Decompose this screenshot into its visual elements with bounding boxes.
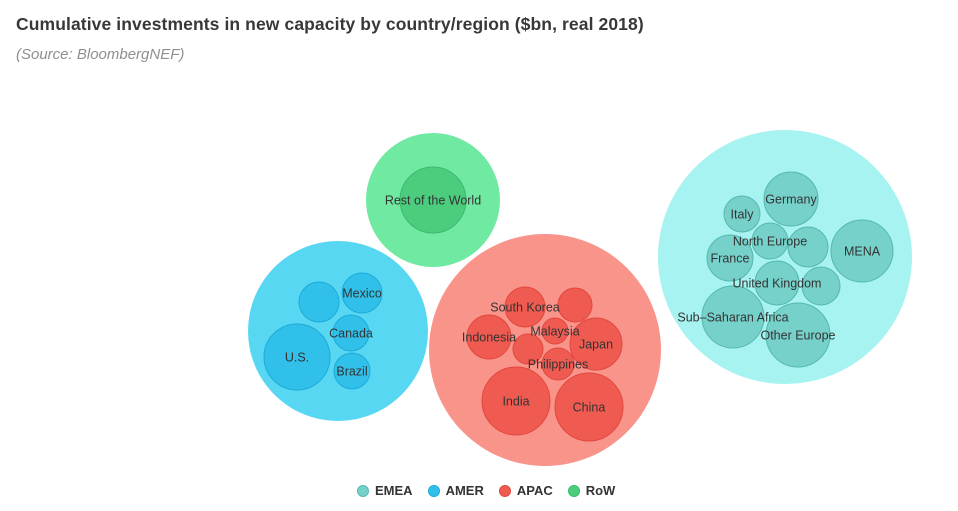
bubble-label-china: China xyxy=(573,401,606,415)
legend-marker-circle-row xyxy=(567,485,580,497)
bubble-label-japan: Japan xyxy=(579,338,613,352)
bubble-label-canada: Canada xyxy=(329,327,373,341)
legend-item-emea[interactable]: EMEA xyxy=(357,483,413,499)
legend-item-apac[interactable]: APAC xyxy=(498,483,553,499)
legend-item-row[interactable]: RoW xyxy=(567,483,616,499)
bubble-unlabeled[interactable] xyxy=(512,333,544,365)
bubble-rest-of-the-world[interactable] xyxy=(399,166,467,234)
legend-marker-circle-amer xyxy=(427,485,440,497)
bubble-canada[interactable] xyxy=(332,314,370,352)
legend-label-amer: AMER xyxy=(445,483,484,498)
bubble-label-france: France xyxy=(711,252,750,266)
bubble-philippines[interactable] xyxy=(541,347,575,381)
legend-label-emea: EMEA xyxy=(375,483,413,498)
bubble-label-indonesia: Indonesia xyxy=(462,331,516,345)
chart-source-subtitle: (Source: BloombergNEF) xyxy=(16,46,185,63)
bubble-unlabeled[interactable] xyxy=(298,281,340,323)
bubble-label-germany: Germany xyxy=(765,193,817,207)
legend-item-amer[interactable]: AMER xyxy=(427,483,484,499)
legend-label-apac: APAC xyxy=(516,483,553,498)
bubble-brazil[interactable] xyxy=(333,352,371,390)
bubble-north-europe[interactable] xyxy=(751,222,789,260)
legend-marker-circle-apac xyxy=(498,485,511,497)
legend-label-row: RoW xyxy=(585,483,616,498)
chart-title: Cumulative investments in new capacity b… xyxy=(16,14,644,34)
bubble-label-sub-saharan-africa: Sub–Saharan Africa xyxy=(677,311,788,325)
region-apac-outer-circle xyxy=(429,234,661,466)
bubble-label-mena: MENA xyxy=(844,245,881,259)
bubble-label-brazil: Brazil xyxy=(336,365,367,379)
bubble-mexico[interactable] xyxy=(341,272,383,314)
bubble-label-mexico: Mexico xyxy=(342,287,382,301)
bubble-france[interactable] xyxy=(706,234,754,282)
bubble-other-europe[interactable] xyxy=(765,302,831,368)
bubble-sub-saharan-africa[interactable] xyxy=(701,285,765,349)
bubble-unlabeled[interactable] xyxy=(787,226,829,268)
bubble-indonesia[interactable] xyxy=(466,314,512,360)
bubble-label-north-europe: North Europe xyxy=(733,235,807,249)
bubble-u-s[interactable] xyxy=(263,323,331,391)
bubble-united-kingdom[interactable] xyxy=(754,260,800,306)
bubble-label-other-europe: Other Europe xyxy=(760,329,835,343)
bubble-italy[interactable] xyxy=(723,195,761,233)
bubble-japan[interactable] xyxy=(569,317,623,371)
legend-marker-circle-emea xyxy=(357,485,369,497)
bubble-label-south-korea: South Korea xyxy=(490,301,560,315)
bubble-south-korea[interactable] xyxy=(504,286,546,328)
bubble-label-u-s: U.S. xyxy=(285,351,309,365)
bubble-india[interactable] xyxy=(481,366,551,436)
bubble-malaysia[interactable] xyxy=(541,317,569,345)
bubble-label-italy: Italy xyxy=(731,208,755,222)
bubble-label-united-kingdom: United Kingdom xyxy=(733,277,822,291)
bubble-china[interactable] xyxy=(554,372,624,442)
bubble-mena[interactable] xyxy=(830,219,894,283)
bubble-label-malaysia: Malaysia xyxy=(530,325,579,339)
bubble-label-philippines: Philippines xyxy=(528,358,588,372)
bubble-label-rest-of-the-world: Rest of the World xyxy=(385,194,481,208)
bubble-unlabeled[interactable] xyxy=(801,266,841,306)
bubble-label-india: India xyxy=(502,395,529,409)
bubble-germany[interactable] xyxy=(763,171,819,227)
chart-legend: EMEA AMER APAC RoW xyxy=(357,483,615,499)
bubble-unlabeled[interactable] xyxy=(557,287,593,323)
